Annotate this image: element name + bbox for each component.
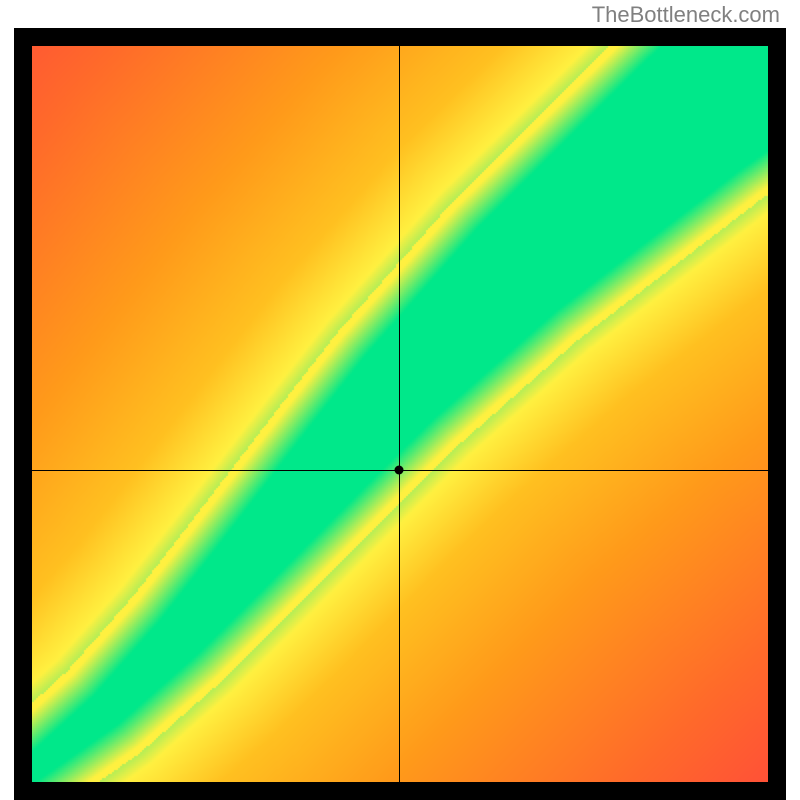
chart-frame: [14, 28, 786, 800]
watermark-text: TheBottleneck.com: [592, 2, 780, 28]
crosshair-vertical: [399, 46, 400, 782]
plot-area: [32, 46, 768, 782]
data-point-marker: [394, 465, 403, 474]
chart-container: TheBottleneck.com: [0, 0, 800, 800]
heatmap-canvas: [32, 46, 768, 782]
